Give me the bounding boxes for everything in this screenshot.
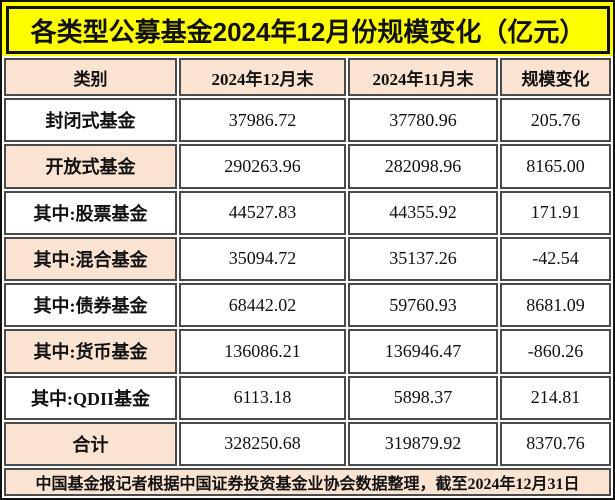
value-cell: 35137.26 bbox=[348, 236, 498, 281]
value-cell: 8370.76 bbox=[500, 421, 611, 466]
value-cell: 8165.00 bbox=[500, 144, 611, 189]
category-cell: 开放式基金 bbox=[4, 144, 177, 189]
table-row: 合计 328250.68 319879.92 8370.76 bbox=[4, 421, 611, 466]
value-cell: 214.81 bbox=[500, 375, 611, 420]
value-cell: 44355.92 bbox=[348, 190, 498, 235]
value-cell: 37986.72 bbox=[179, 98, 346, 143]
table-row: 其中:QDII基金 6113.18 5898.37 214.81 bbox=[4, 375, 611, 420]
column-header-1: 2024年12月末 bbox=[179, 58, 346, 96]
table-row: 其中:货币基金 136086.21 136946.47 -860.26 bbox=[4, 329, 611, 374]
value-cell: -42.54 bbox=[500, 236, 611, 281]
value-cell: 282098.96 bbox=[348, 144, 498, 189]
value-cell: 68442.02 bbox=[179, 283, 346, 328]
category-cell: 封闭式基金 bbox=[4, 98, 177, 143]
category-cell: 其中:货币基金 bbox=[4, 329, 177, 374]
category-cell: 其中:股票基金 bbox=[4, 190, 177, 235]
column-header-0: 类别 bbox=[4, 58, 177, 96]
page-title: 各类型公募基金2024年12月份规模变化（亿元） bbox=[6, 6, 610, 54]
table-header-row: 类别 2024年12月末 2024年11月末 规模变化 bbox=[4, 58, 611, 96]
value-cell: 8681.09 bbox=[500, 283, 611, 328]
source-note: 中国基金报记者根据中国证券投资基金业协会数据整理，截至2024年12月31日 bbox=[4, 468, 611, 496]
category-cell: 合计 bbox=[4, 421, 177, 466]
value-cell: 59760.93 bbox=[348, 283, 498, 328]
table-row: 开放式基金 290263.96 282098.96 8165.00 bbox=[4, 144, 611, 189]
value-cell: 171.91 bbox=[500, 190, 611, 235]
value-cell: 290263.96 bbox=[179, 144, 346, 189]
category-cell: 其中:债券基金 bbox=[4, 283, 177, 328]
value-cell: 205.76 bbox=[500, 98, 611, 143]
table-wrap: 类别 2024年12月末 2024年11月末 规模变化 封闭式基金 37986.72 37… bbox=[2, 56, 613, 468]
table-row: 其中:混合基金 35094.72 35137.26 -42.54 bbox=[4, 236, 611, 281]
value-cell: 37780.96 bbox=[348, 98, 498, 143]
value-cell: 44527.83 bbox=[179, 190, 346, 235]
value-cell: 5898.37 bbox=[348, 375, 498, 420]
value-cell: 35094.72 bbox=[179, 236, 346, 281]
value-cell: 6113.18 bbox=[179, 375, 346, 420]
value-cell: -860.26 bbox=[500, 329, 611, 374]
table-row: 封闭式基金 37986.72 37780.96 205.76 bbox=[4, 98, 611, 143]
column-header-2: 2024年11月末 bbox=[348, 58, 498, 96]
value-cell: 328250.68 bbox=[179, 421, 346, 466]
value-cell: 136086.21 bbox=[179, 329, 346, 374]
table-row: 其中:股票基金 44527.83 44355.92 171.91 bbox=[4, 190, 611, 235]
fund-table: 类别 2024年12月末 2024年11月末 规模变化 封闭式基金 37986.72 37… bbox=[2, 56, 613, 468]
title-band: 各类型公募基金2024年12月份规模变化（亿元） bbox=[2, 2, 613, 56]
column-header-3: 规模变化 bbox=[500, 58, 611, 96]
value-cell: 319879.92 bbox=[348, 421, 498, 466]
table-row: 其中:债券基金 68442.02 59760.93 8681.09 bbox=[4, 283, 611, 328]
value-cell: 136946.47 bbox=[348, 329, 498, 374]
category-cell: 其中:混合基金 bbox=[4, 236, 177, 281]
category-cell: 其中:QDII基金 bbox=[4, 375, 177, 420]
